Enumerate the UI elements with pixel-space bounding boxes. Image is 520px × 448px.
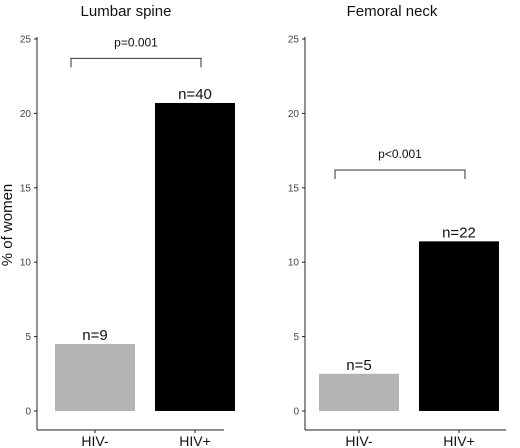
p-value-label: p<0.001 <box>378 147 422 161</box>
bar-count-label: n=5 <box>346 357 371 374</box>
bar-hiv- <box>319 373 399 411</box>
y-tick-label: 25 <box>20 35 32 46</box>
x-tick-label: HIV- <box>81 433 109 448</box>
y-tick-label: 10 <box>20 258 32 269</box>
y-tick-label: 0 <box>25 407 31 418</box>
chart-panel-1: Lumbar spine % of women 0 5 10 15 20 25 n=9 HIV-n… <box>0 3 235 448</box>
y-tick-label: 20 <box>288 109 300 120</box>
x-tick-label: HIV+ <box>179 433 211 448</box>
y-tick-label: 25 <box>288 35 300 46</box>
y-tick-label: 5 <box>293 332 299 343</box>
y-tick-label: 5 <box>25 332 31 343</box>
significance-bracket <box>334 169 466 179</box>
bar-count-label: n=22 <box>442 224 476 241</box>
y-tick-label: 10 <box>288 258 300 269</box>
y-tick-label: 15 <box>288 183 300 194</box>
p-value-label: p=0.001 <box>114 35 158 49</box>
y-tick-label: 0 <box>293 407 299 418</box>
chart-panel-2: Femoral neck 0 5 10 15 20 25 n=5 HIV-n=22 HIV+ p<0… <box>288 3 506 448</box>
bar-hiv- <box>419 241 499 411</box>
chart-title: Femoral neck <box>347 3 438 20</box>
bar-hiv- <box>155 102 235 411</box>
x-tick-label: HIV- <box>345 433 373 448</box>
bar-count-label: n=40 <box>178 86 212 103</box>
bar-count-label: n=9 <box>82 327 107 344</box>
y-axis-label: % of women <box>0 184 16 267</box>
significance-bracket <box>70 57 202 68</box>
x-tick-label: HIV+ <box>443 433 475 448</box>
bar-hiv- <box>55 344 135 411</box>
y-tick-label: 20 <box>20 109 32 120</box>
chart-title: Lumbar spine <box>81 3 172 20</box>
y-tick-label: 15 <box>20 183 32 194</box>
